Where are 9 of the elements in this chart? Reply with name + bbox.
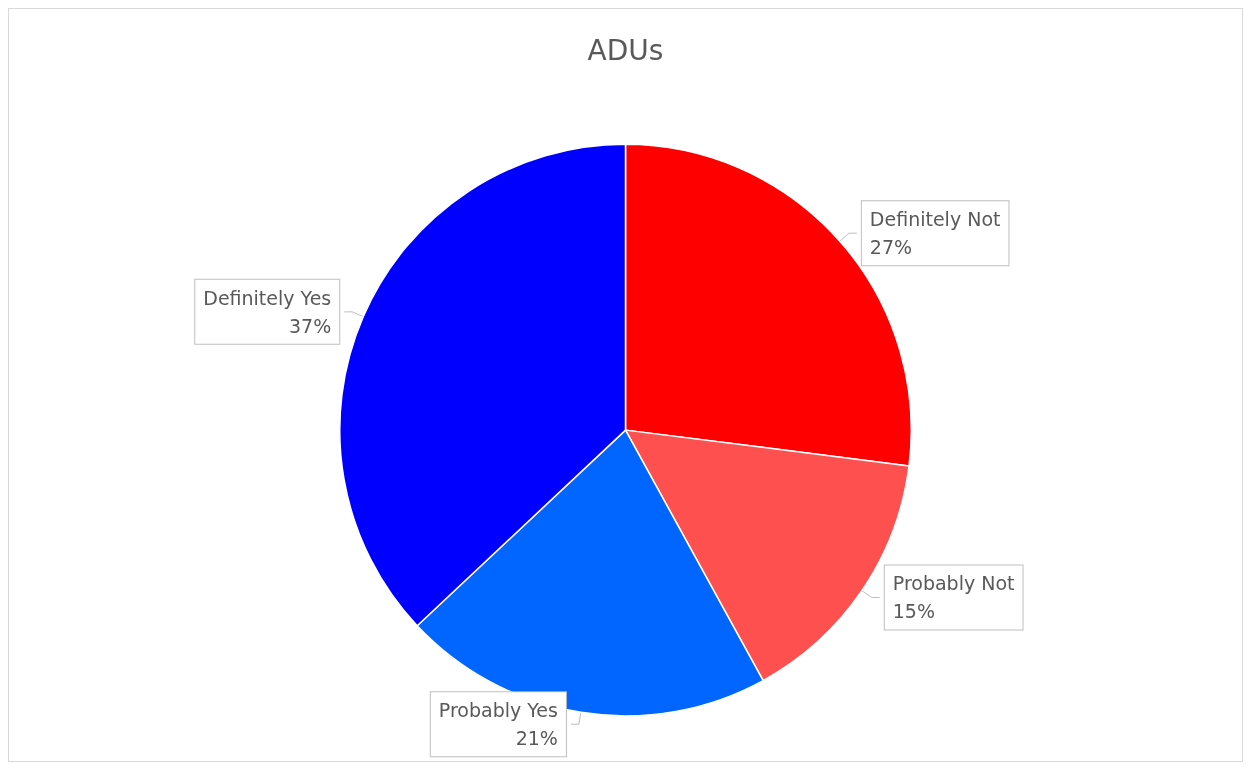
data-label: 21% <box>515 727 558 750</box>
data-label: 37% <box>289 314 332 337</box>
chart-title: ADUs <box>587 33 664 67</box>
data-label: 15% <box>892 600 936 623</box>
slice-label: Probably Yes <box>438 699 558 722</box>
slice-label: Probably Not <box>892 572 1015 595</box>
slice-label: Definitely Not <box>869 208 1001 231</box>
slice-label: Definitely Yes <box>203 286 332 309</box>
data-label: 27% <box>869 236 913 259</box>
